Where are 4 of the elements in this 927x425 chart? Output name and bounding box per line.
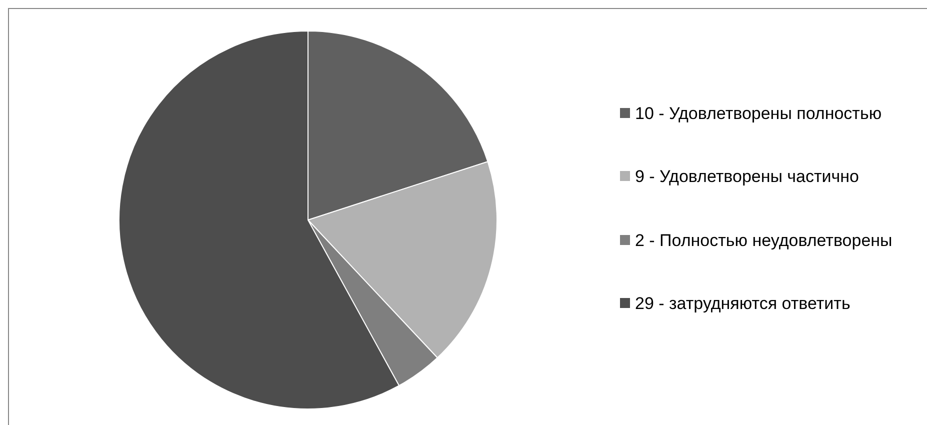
legend-label: 2 - Полностью неудовлетворены	[635, 230, 892, 250]
legend-label: 9 - Удовлетворены частично	[635, 166, 859, 186]
legend-label: 29 - затрудняются ответить	[635, 294, 850, 312]
legend-label: 10 - Удовлетворены полностью	[635, 104, 882, 122]
